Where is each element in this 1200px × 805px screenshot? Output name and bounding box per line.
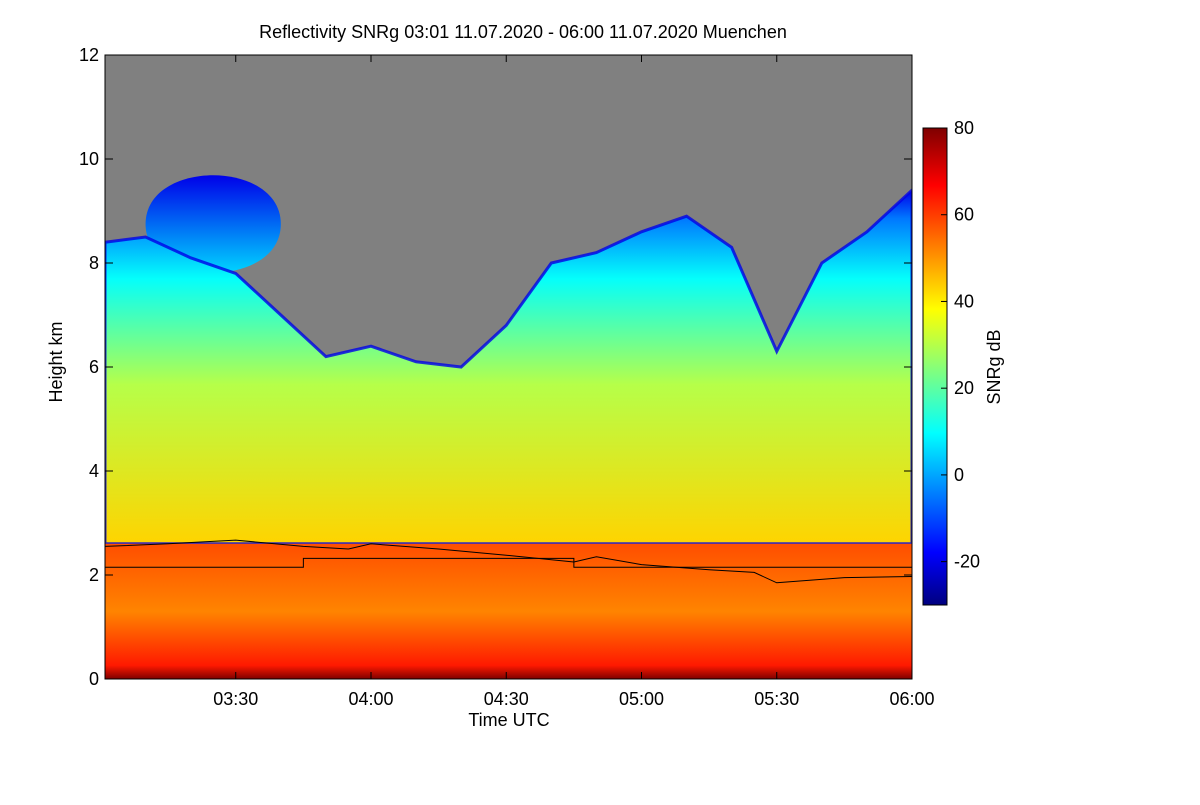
rain-layer bbox=[105, 543, 912, 679]
y-tick-label: 0 bbox=[89, 669, 99, 689]
colorbar-tick-label: 80 bbox=[954, 118, 974, 138]
x-tick-label: 05:30 bbox=[754, 689, 799, 709]
y-axis: 0 2 4 6 8 10 12 bbox=[79, 45, 912, 689]
x-tick-label: 04:30 bbox=[484, 689, 529, 709]
plot-area bbox=[105, 55, 912, 679]
x-tick-label: 05:00 bbox=[619, 689, 664, 709]
colorbar-ticks: -20 0 20 40 60 80 bbox=[941, 118, 980, 572]
y-axis-label: Height km bbox=[46, 321, 66, 402]
x-axis: 03:30 04:00 04:30 05:00 05:30 06:00 bbox=[213, 55, 935, 709]
colorbar-tick-label: -20 bbox=[954, 552, 980, 572]
cloud-top-edge bbox=[105, 188, 912, 546]
cloud-layer bbox=[105, 190, 912, 544]
chart-title: Reflectivity SNRg 03:01 11.07.2020 - 06:… bbox=[259, 22, 787, 42]
y-tick-label: 8 bbox=[89, 253, 99, 273]
colorbar-label: SNRg dB bbox=[984, 329, 1004, 404]
series-line-2 bbox=[105, 557, 912, 568]
upper-cloud-layer bbox=[145, 175, 281, 273]
colorbar-tick-label: 0 bbox=[954, 465, 964, 485]
x-tick-label: 03:30 bbox=[213, 689, 258, 709]
y-tick-label: 4 bbox=[89, 461, 99, 481]
y-tick-label: 6 bbox=[89, 357, 99, 377]
x-tick-label: 04:00 bbox=[348, 689, 393, 709]
y-tick-label: 10 bbox=[79, 149, 99, 169]
y-tick-label: 2 bbox=[89, 565, 99, 585]
colorbar-tick-label: 40 bbox=[954, 291, 974, 311]
colorbar-tick-label: 60 bbox=[954, 205, 974, 225]
colorbar-tick-label: 20 bbox=[954, 378, 974, 398]
colorbar: -20 0 20 40 60 80 SNRg dB bbox=[922, 118, 1004, 606]
colorbar-gradient bbox=[922, 127, 948, 606]
y-tick-label: 12 bbox=[79, 45, 99, 65]
x-axis-label: Time UTC bbox=[468, 710, 549, 730]
x-tick-label: 06:00 bbox=[889, 689, 934, 709]
heatmap-layer bbox=[105, 55, 912, 679]
